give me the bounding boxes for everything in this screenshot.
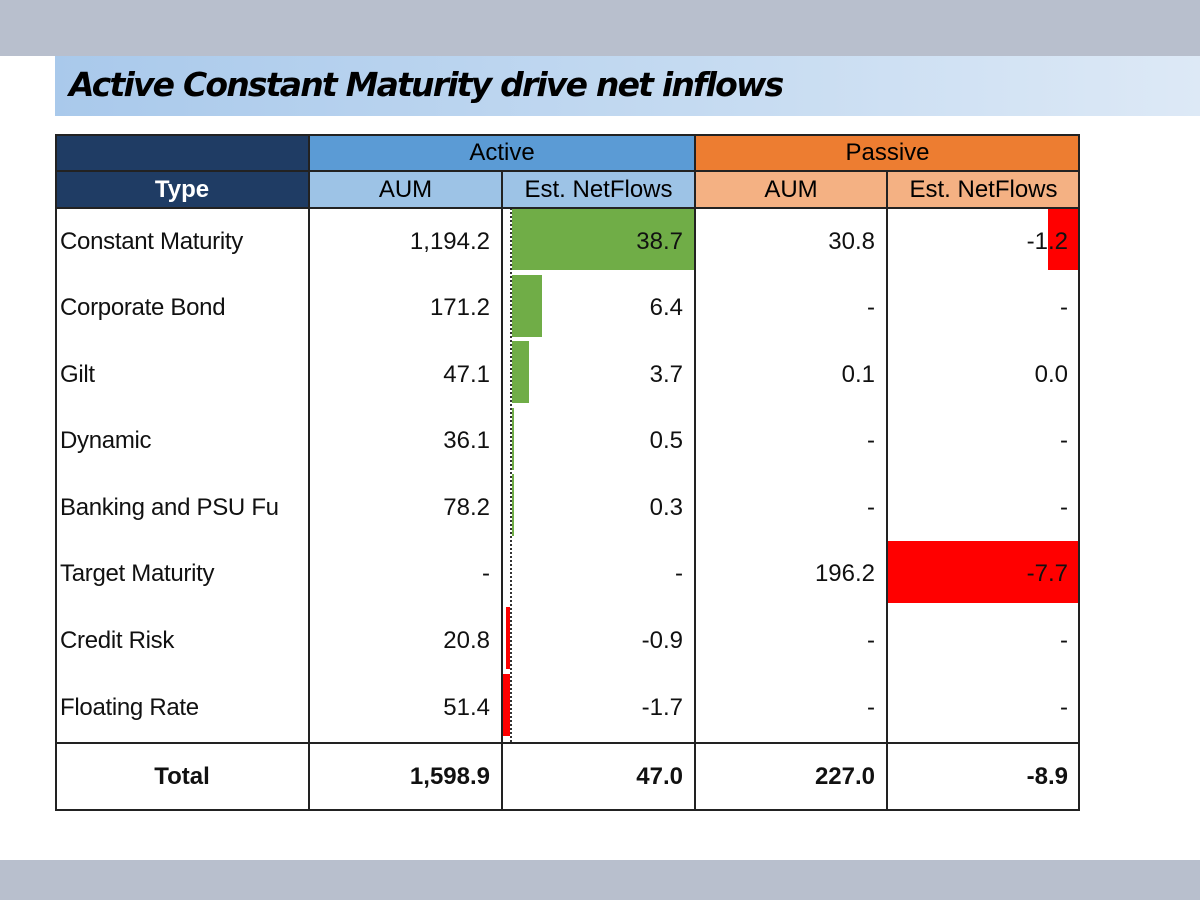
row-type: Constant Maturity: [60, 227, 243, 255]
row-passive-aum: -: [867, 294, 875, 321]
title-bar: Active Constant Maturity drive net inflo…: [55, 56, 1200, 116]
total-passive-aum: 227.0: [814, 763, 875, 790]
row-active-aum: 171.2: [429, 294, 490, 321]
table-border-top: [55, 134, 1080, 136]
row-active-aum: 51.4: [443, 693, 490, 721]
col-header-active-flows: Est. NetFlows: [502, 171, 695, 208]
col-divider: [886, 171, 888, 811]
col-header-active-aum: AUM: [309, 171, 502, 208]
row-passive-aum: -: [867, 626, 875, 654]
col-divider: [501, 171, 503, 811]
row-passive-flows: -: [1060, 294, 1068, 321]
data-bar-passive-flow: [887, 541, 1078, 603]
data-bar-active-flow: [512, 275, 543, 337]
row-active-flows: -0.9: [641, 626, 683, 654]
total-active-flows: 47.0: [636, 763, 683, 790]
table-border-left: [55, 134, 57, 811]
data-bar-axis: [510, 208, 512, 742]
row-active-aum: 20.8: [443, 626, 490, 654]
data-bar-active-flow: [512, 474, 514, 536]
row-passive-flows: -1.2: [1026, 227, 1068, 255]
row-passive-flows: -: [1060, 693, 1068, 721]
data-bar-active-flow: [512, 208, 695, 270]
row-active-aum: -: [482, 560, 490, 587]
slide-title: Active Constant Maturity drive net inflo…: [69, 65, 784, 104]
row-passive-flows: -: [1060, 427, 1068, 454]
data-bar-active-flow: [503, 674, 510, 736]
col-divider: [308, 134, 310, 811]
row-passive-aum: 196.2: [814, 560, 875, 587]
row-active-flows: 6.4: [649, 294, 683, 321]
row-type: Target Maturity: [60, 560, 215, 587]
row-passive-flows: -: [1060, 626, 1068, 654]
row-passive-flows: 0.0: [1034, 360, 1068, 388]
row-passive-aum: 0.1: [841, 360, 875, 388]
row-active-flows: 0.5: [649, 427, 683, 454]
row-passive-aum: -: [867, 693, 875, 721]
total-passive-flows: -8.9: [1026, 763, 1068, 790]
table-border-right: [1078, 134, 1080, 811]
total-label: Total: [154, 763, 210, 790]
row-divider: [55, 742, 1080, 744]
row-active-flows: -1.7: [641, 693, 683, 721]
col-header-passive-flows: Est. NetFlows: [887, 171, 1080, 208]
data-bar-active-flow: [512, 408, 515, 470]
row-type: Dynamic: [60, 427, 152, 454]
col-header-passive-aum: AUM: [695, 171, 887, 208]
total-active-aum: 1,598.9: [409, 763, 490, 790]
row-active-aum: 78.2: [443, 493, 490, 521]
row-passive-aum: -: [867, 427, 875, 454]
row-active-aum: 1,194.2: [409, 227, 490, 255]
row-type: Floating Rate: [60, 693, 199, 721]
row-type: Gilt: [60, 360, 95, 388]
table-border-bottom: [55, 809, 1080, 811]
row-type: Credit Risk: [60, 626, 175, 654]
row-active-aum: 47.1: [443, 360, 490, 388]
row-active-flows: 0.3: [649, 493, 683, 521]
col-header-type: Type: [55, 171, 309, 208]
group-header-passive: Passive: [695, 134, 1080, 171]
group-header-active: Active: [309, 134, 695, 171]
header-blank-cell: [55, 134, 309, 171]
row-divider: [55, 207, 1080, 209]
row-type: Banking and PSU Fu: [60, 493, 279, 521]
row-active-flows: 38.7: [636, 227, 683, 255]
row-divider: [55, 170, 1080, 172]
data-bar-active-flow: [506, 607, 510, 669]
row-passive-aum: 30.8: [828, 227, 875, 255]
row-passive-aum: -: [867, 493, 875, 521]
col-divider: [694, 134, 696, 811]
row-active-flows: 3.7: [649, 360, 683, 388]
row-type: Corporate Bond: [60, 294, 226, 321]
data-bar-active-flow: [512, 341, 530, 403]
top-frame-band: [0, 0, 1200, 56]
row-passive-flows: -7.7: [1026, 560, 1068, 587]
row-active-flows: -: [675, 560, 683, 587]
bottom-frame-band: [0, 860, 1200, 900]
data-bar-passive-flow: [1048, 208, 1078, 270]
row-active-aum: 36.1: [443, 427, 490, 454]
flows-table: Active Passive Type AUM Est. NetFlows AU…: [55, 134, 1080, 811]
row-passive-flows: -: [1060, 493, 1068, 521]
